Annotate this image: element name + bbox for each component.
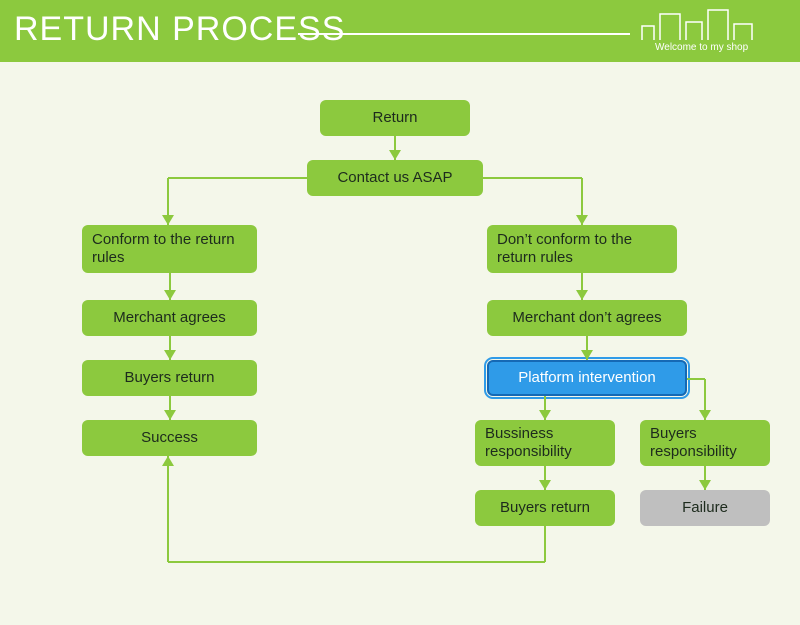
connector xyxy=(687,378,705,380)
node-platform: Platform intervention xyxy=(487,360,687,396)
node-success: Success xyxy=(82,420,257,456)
node-conform: Conform to the return rules xyxy=(82,225,257,273)
connector xyxy=(167,456,169,562)
arrow-down xyxy=(539,480,551,490)
arrow-down xyxy=(164,410,176,420)
arrow-down xyxy=(164,290,176,300)
connector xyxy=(544,526,546,562)
arrow-down xyxy=(699,410,711,420)
node-return: Return xyxy=(320,100,470,136)
node-bizresp: Bussiness responsibility xyxy=(475,420,615,466)
connector xyxy=(168,177,307,179)
node-noagree: Merchant don’t agrees xyxy=(487,300,687,336)
node-contact: Contact us ASAP xyxy=(307,160,483,196)
node-buyresp: Buyers responsibility xyxy=(640,420,770,466)
arrow-down xyxy=(164,350,176,360)
arrow-down xyxy=(162,215,174,225)
header-bar: RETURN PROCESS Welcome to my shop xyxy=(0,0,800,62)
arrow-down xyxy=(581,350,593,360)
arrow-down xyxy=(576,215,588,225)
arrow-down xyxy=(539,410,551,420)
node-agree: Merchant agrees xyxy=(82,300,257,336)
connector xyxy=(168,561,545,563)
tagline: Welcome to my shop xyxy=(655,42,748,53)
arrow-up xyxy=(162,456,174,466)
node-failure: Failure xyxy=(640,490,770,526)
arrow-down xyxy=(576,290,588,300)
node-buyret1: Buyers return xyxy=(82,360,257,396)
page-title: RETURN PROCESS xyxy=(14,10,345,49)
arrow-down xyxy=(699,480,711,490)
connector xyxy=(483,177,582,179)
arrow-down xyxy=(389,150,401,160)
header-divider xyxy=(298,33,630,35)
node-buyret2: Buyers return xyxy=(475,490,615,526)
node-noconform: Don’t conform to the return rules xyxy=(487,225,677,273)
skyline-icon xyxy=(640,8,760,40)
